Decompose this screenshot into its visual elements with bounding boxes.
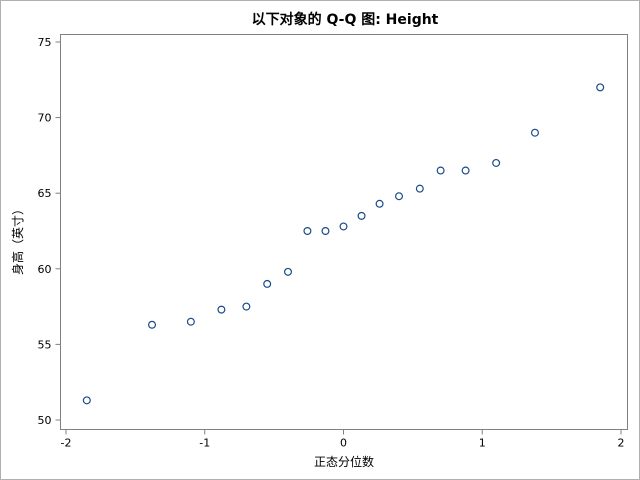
x-axis: -2 -1 0 1 2 — [61, 429, 625, 450]
data-point — [530, 128, 539, 137]
x-tick-label: 2 — [618, 437, 625, 450]
y-axis-title: 身高（英寸） — [10, 203, 25, 275]
x-tick-label: -1 — [199, 437, 210, 450]
data-point — [148, 320, 157, 329]
data-point — [436, 166, 445, 175]
data-point — [395, 192, 404, 201]
data-point — [339, 222, 348, 231]
data-point — [415, 184, 424, 193]
data-point — [596, 83, 605, 92]
y-tick-label: 50 — [38, 414, 52, 427]
y-tick-label: 75 — [38, 36, 52, 49]
data-point — [186, 317, 195, 326]
data-points — [82, 83, 605, 405]
x-tick-label: -2 — [61, 437, 72, 450]
data-point — [321, 227, 330, 236]
y-tick-label: 60 — [38, 263, 52, 276]
data-point — [217, 305, 226, 314]
y-tick-label: 65 — [38, 187, 52, 200]
data-point — [82, 396, 91, 405]
x-tick-label: 1 — [479, 437, 486, 450]
y-axis: 50 55 60 65 70 75 — [38, 36, 61, 427]
x-tick-label: 0 — [340, 437, 347, 450]
data-point — [461, 166, 470, 175]
data-point — [263, 279, 272, 288]
x-axis-title: 正态分位数 — [314, 454, 374, 469]
data-point — [492, 158, 501, 167]
data-point — [357, 211, 366, 220]
data-point — [284, 267, 293, 276]
data-point — [375, 199, 384, 208]
y-tick-label: 55 — [38, 338, 52, 351]
chart-title: 以下对象的 Q-Q 图: Height — [252, 11, 439, 28]
data-point — [242, 302, 251, 311]
data-point — [303, 227, 312, 236]
y-tick-label: 70 — [38, 112, 52, 125]
